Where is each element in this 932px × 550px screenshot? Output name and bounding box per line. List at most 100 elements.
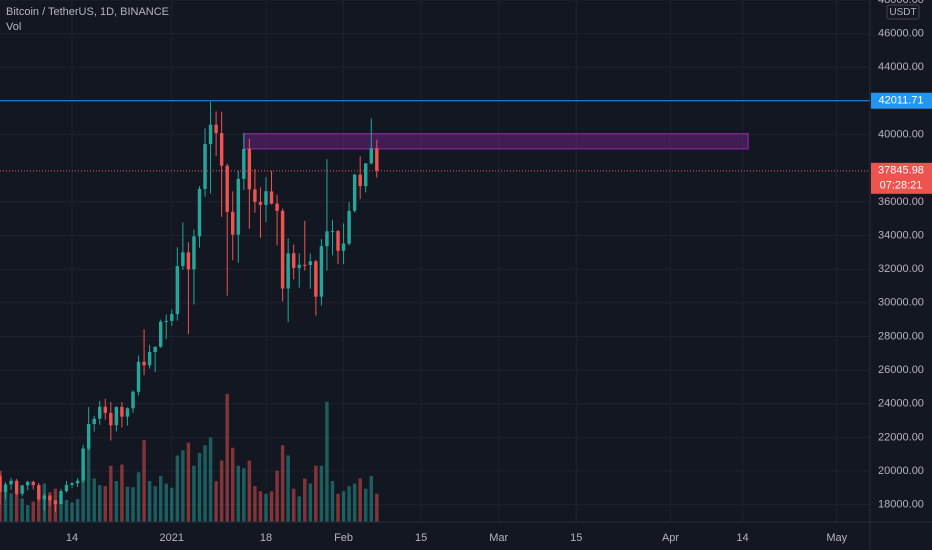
volume-bar [48, 492, 52, 522]
candle-body [264, 191, 268, 205]
volume-bar [242, 468, 246, 522]
y-tick-label: 26000.00 [878, 364, 924, 376]
candle-body [31, 481, 35, 486]
hline-label: 42011.71 [878, 95, 923, 107]
candle-body [64, 484, 69, 492]
volume-bar [258, 491, 263, 522]
candle-body [170, 314, 174, 321]
volume-bar [92, 478, 96, 522]
volume-bar [364, 488, 368, 522]
candle-body [314, 261, 318, 297]
volume-bar [192, 465, 196, 522]
candle-body [192, 236, 196, 270]
candle-body [236, 178, 240, 235]
y-tick-label: 22000.00 [878, 431, 924, 443]
volume-bar [81, 460, 85, 522]
x-tick-label: 15 [570, 532, 582, 544]
volume-pane [0, 394, 379, 522]
candle-body [164, 320, 168, 322]
volume-bar [98, 485, 102, 522]
volume-bar [59, 502, 63, 522]
volume-bar [170, 487, 174, 522]
volume-bar [275, 470, 279, 522]
volume-bar [208, 437, 213, 522]
candle-body [59, 491, 63, 505]
volume-bar [125, 486, 130, 522]
volume-label: Vol [6, 21, 21, 33]
volume-bar [181, 450, 185, 522]
grid [0, 0, 870, 522]
x-tick-label: 14 [66, 532, 78, 544]
candle-body [136, 361, 141, 392]
y-tick-label: 36000.00 [878, 196, 924, 208]
candle-body [131, 391, 135, 409]
candle-body [203, 144, 207, 189]
axes: 18000.00 20000.00 22000.00 24000.00 26000.00… [66, 0, 932, 544]
volume-bar [214, 481, 218, 522]
candle-body [325, 231, 329, 247]
volume-bar [147, 481, 152, 522]
volume-bar [164, 483, 168, 522]
currency-box[interactable] [886, 4, 920, 20]
volume-bar [86, 445, 91, 522]
volume-bar [31, 501, 35, 522]
volume-bar [297, 496, 301, 522]
candle-body [208, 124, 213, 145]
y-tick-label: 30000.00 [878, 297, 924, 309]
candle-body [37, 485, 41, 500]
candle-body [291, 253, 296, 268]
volume-bar [358, 478, 362, 522]
candle-body [42, 495, 47, 500]
y-tick-label: 28000.00 [878, 330, 924, 342]
x-tick-label: 2021 [160, 532, 184, 544]
candle-body [125, 408, 130, 417]
candle-body [225, 165, 229, 212]
y-tick-label: 40000.00 [878, 128, 924, 140]
candle-body [336, 231, 340, 251]
candle-body [142, 361, 146, 366]
volume-bar [142, 440, 146, 522]
y-tick-label: 34000.00 [878, 229, 924, 241]
candle-body [280, 210, 285, 289]
volume-bar [225, 394, 229, 522]
volume-bar [319, 465, 324, 522]
volume-bar [3, 489, 8, 522]
volume-bar [352, 483, 357, 522]
volume-bar [280, 445, 285, 522]
candle-body [197, 188, 202, 237]
volume-bar [37, 493, 41, 522]
candle-body [347, 210, 351, 244]
volume-bar [131, 487, 135, 522]
volume-bar [103, 486, 108, 522]
volume-bar [303, 478, 307, 522]
x-tick-label: Feb [334, 532, 353, 544]
candle-body [247, 148, 252, 190]
price-pane [0, 100, 870, 512]
candle-body [308, 261, 313, 265]
candle-body [253, 189, 257, 202]
candle-body [341, 243, 346, 251]
candle-body [86, 423, 91, 449]
currency: USDT [889, 7, 916, 18]
volume-bar [120, 464, 124, 522]
last-price-label: 37845.98 [878, 165, 924, 177]
candle-body [0, 476, 2, 492]
candle-body [303, 264, 307, 266]
candle-body [375, 148, 379, 171]
volume-bar [114, 481, 119, 522]
candle-body [92, 418, 96, 424]
candle-body [286, 253, 290, 289]
candle-body [3, 484, 8, 492]
candle-body [25, 481, 30, 486]
volume-bar [286, 455, 290, 522]
volume-bar [330, 481, 335, 522]
candle-body [147, 351, 152, 366]
candle-body [114, 406, 119, 426]
y-tick-label: 46000.00 [878, 28, 924, 40]
y-tick-label: 44000.00 [878, 61, 924, 73]
y-tick-label: 48000.00 [878, 0, 924, 6]
candle-body [369, 148, 373, 164]
x-tick-label: 18 [260, 532, 272, 544]
candle-body [269, 191, 274, 204]
